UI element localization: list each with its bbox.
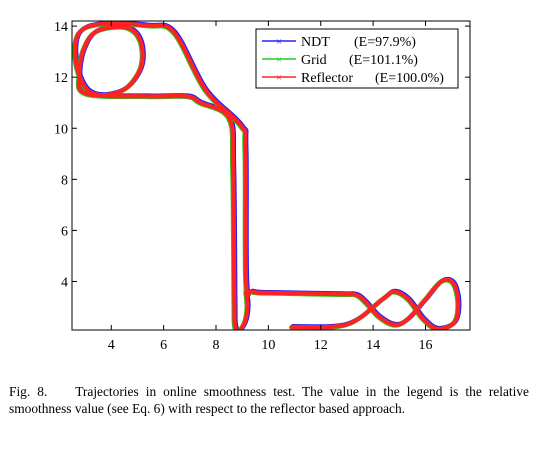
legend-marker-ndt: × [276, 36, 282, 48]
legend-entry-grid: × Grid (E=101.1%) [262, 53, 418, 68]
y-tick-label: 4 [61, 275, 68, 290]
legend-value-grid: (E=101.1%) [349, 53, 418, 68]
caption-text: Trajectories in online smoothness test. … [9, 384, 529, 416]
legend-entry-ndt: × NDT (E=97.9%) [262, 35, 416, 50]
y-tick-label: 6 [61, 224, 68, 239]
ticks-layer: 4 6 8 10 12 14 16 4 6 8 10 12 14 [54, 20, 470, 353]
caption-label: Fig. 8. [9, 384, 48, 399]
y-tick-label: 12 [54, 71, 68, 86]
legend-value-ndt: (E=97.9%) [354, 35, 416, 50]
legend-label-ndt: NDT [301, 35, 330, 50]
y-tick-label: 8 [61, 173, 68, 188]
x-tick-label: 14 [366, 338, 380, 353]
x-tick-label: 12 [314, 338, 328, 353]
figure-caption: Fig. 8. Trajectories in online smoothnes… [9, 383, 529, 417]
x-tick-label: 8 [213, 338, 220, 353]
legend: × NDT (E=97.9%) × Grid (E=101.1%) × Refl… [255, 28, 459, 89]
trajectory-chart: 4 6 8 10 12 14 16 4 6 8 10 12 14 × NDT (E=97.9%) × G… [54, 20, 471, 353]
axes-box [71, 20, 471, 331]
legend-entry-reflector: × Reflector (E=100.0%) [262, 71, 444, 86]
legend-label-grid: Grid [301, 53, 327, 68]
x-tick-label: 6 [160, 338, 167, 353]
legend-marker-grid: × [276, 54, 282, 66]
y-tick-label: 14 [54, 20, 68, 35]
x-tick-label: 4 [108, 338, 115, 353]
x-tick-label: 16 [418, 338, 432, 353]
y-tick-label: 10 [54, 122, 68, 137]
legend-label-reflector: Reflector [301, 71, 353, 86]
legend-value-reflector: (E=100.0%) [375, 71, 444, 86]
legend-marker-reflector: × [276, 72, 282, 84]
x-tick-label: 10 [261, 338, 275, 353]
